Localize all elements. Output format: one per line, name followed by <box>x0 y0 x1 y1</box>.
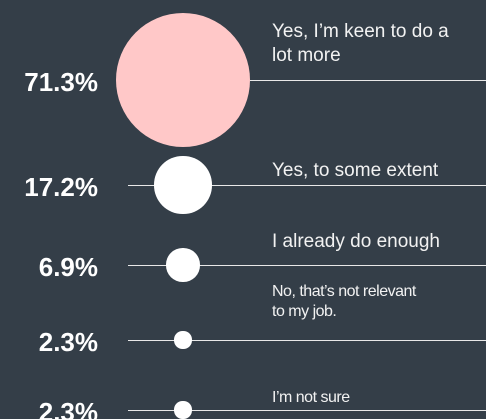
leader-line <box>128 265 486 266</box>
bubble <box>154 156 212 214</box>
leader-line <box>128 185 486 186</box>
answer-label: Yes, I’m keen to do a lot more <box>272 21 449 66</box>
bubble <box>166 248 200 282</box>
leader-line <box>128 340 486 341</box>
bubble <box>115 12 251 148</box>
answer-label: I’m not sure <box>272 389 350 406</box>
percent-label: 2.3% <box>38 327 98 357</box>
answer-label: I already do enough <box>272 231 440 252</box>
leader-line <box>128 410 486 411</box>
percent-label: 6.9% <box>38 252 98 282</box>
bubble <box>174 331 192 349</box>
percent-label: 71.3% <box>24 67 98 97</box>
answer-label: No, that’s not relevant to my job. <box>272 283 416 320</box>
leader-line <box>250 80 486 81</box>
percent-label: 17.2% <box>24 172 98 202</box>
percent-label: 2.3% <box>38 397 98 419</box>
bubble <box>174 401 192 419</box>
answer-label: Yes, to some extent <box>272 160 439 181</box>
